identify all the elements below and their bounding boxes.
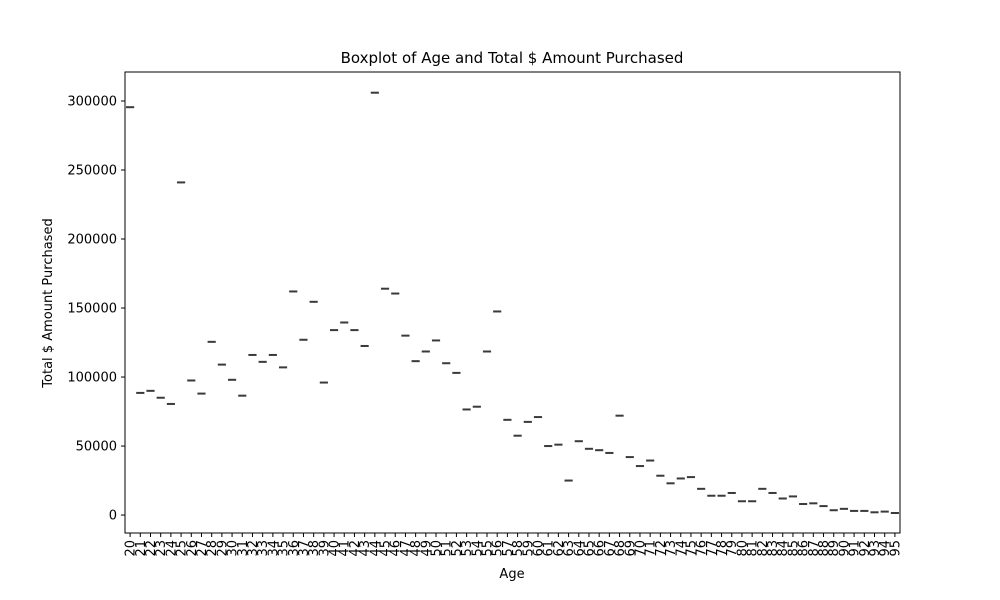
x-tick-label: 93 <box>868 540 883 557</box>
boxes-group <box>126 91 899 514</box>
x-tick-label: 82 <box>756 540 771 557</box>
y-tick-label: 50000 <box>76 440 117 455</box>
x-tick-label: 41 <box>338 540 353 557</box>
x-tick-label: 95 <box>888 540 903 557</box>
y-axis-label: Total $ Amount Purchased <box>41 218 56 388</box>
x-tick-label: 72 <box>654 540 669 557</box>
x-tick-label: 31 <box>236 540 251 557</box>
x-tick-label: 21 <box>134 540 149 557</box>
x-tick-label: 46 <box>389 540 404 557</box>
chart-title: Boxplot of Age and Total $ Amount Purcha… <box>341 49 684 67</box>
x-tick-label: 67 <box>603 540 618 557</box>
x-tick-label: 80 <box>735 540 750 557</box>
x-tick-label: 61 <box>542 540 557 557</box>
x-tick-label: 26 <box>185 540 200 557</box>
x-tick-label: 70 <box>633 540 648 557</box>
x-axis-label: Age <box>499 567 524 582</box>
x-tick-label: 37 <box>297 540 312 557</box>
x-tick-label: 35 <box>277 540 292 557</box>
x-tick-label: 38 <box>307 540 322 557</box>
x-tick-label: 73 <box>664 540 679 557</box>
x-tick-label: 68 <box>613 540 628 557</box>
x-tick-label: 65 <box>582 540 597 557</box>
x-tick-label: 59 <box>521 540 536 557</box>
x-tick-label: 28 <box>205 540 220 557</box>
y-tick-label: 200000 <box>67 233 117 248</box>
x-tick-label: 92 <box>858 540 873 557</box>
x-tick-label: 22 <box>144 540 159 557</box>
x-tick-label: 44 <box>368 540 383 557</box>
x-tick-label: 27 <box>195 540 210 557</box>
x-tick-label: 81 <box>746 540 761 557</box>
x-tick-label: 34 <box>266 540 281 557</box>
x-tick-label: 88 <box>817 540 832 557</box>
x-tick-label: 51 <box>440 540 455 557</box>
x-tick-label: 58 <box>511 540 526 557</box>
x-tick-label: 90 <box>837 540 852 557</box>
x-tick-label: 29 <box>215 540 230 557</box>
y-axis-ticks: 0 50000 100000 150000 200000 250000 300000 <box>67 94 125 524</box>
x-tick-label: 89 <box>827 540 842 557</box>
x-tick-label: 76 <box>695 540 710 557</box>
x-tick-label: 62 <box>552 540 567 557</box>
x-tick-label: 64 <box>572 540 587 557</box>
x-tick-label: 57 <box>501 540 516 557</box>
plot-frame <box>124 71 901 534</box>
y-tick-label: 150000 <box>67 302 117 317</box>
x-tick-label: 55 <box>481 540 496 557</box>
x-tick-label: 24 <box>164 540 179 557</box>
x-tick-label: 56 <box>491 540 506 557</box>
x-tick-label: 79 <box>725 540 740 557</box>
x-tick-label: 78 <box>715 540 730 557</box>
x-tick-label: 74 <box>674 540 689 557</box>
x-tick-label: 54 <box>470 540 485 557</box>
x-tick-label: 75 <box>684 540 699 557</box>
x-tick-label: 86 <box>797 540 812 557</box>
x-tick-label: 20 <box>124 540 139 557</box>
x-tick-label: 25 <box>175 540 190 557</box>
x-tick-label: 91 <box>848 540 863 557</box>
x-axis-ticks: 2021222324252627282930313233343536373839… <box>124 533 903 557</box>
x-tick-label: 85 <box>786 540 801 557</box>
x-tick-label: 39 <box>317 540 332 557</box>
x-tick-label: 48 <box>409 540 424 557</box>
x-tick-label: 83 <box>766 540 781 557</box>
x-tick-label: 77 <box>705 540 720 557</box>
x-tick-label: 94 <box>878 540 893 557</box>
x-tick-label: 43 <box>358 540 373 557</box>
x-tick-label: 84 <box>776 540 791 557</box>
x-tick-label: 53 <box>460 540 475 557</box>
x-tick-label: 69 <box>623 540 638 557</box>
x-tick-label: 33 <box>256 540 271 557</box>
x-tick-label: 40 <box>328 540 343 557</box>
x-tick-label: 60 <box>531 540 546 557</box>
y-tick-label: 250000 <box>67 163 117 178</box>
x-tick-label: 36 <box>287 540 302 557</box>
x-tick-label: 32 <box>246 540 261 557</box>
x-tick-label: 52 <box>450 540 465 557</box>
y-tick-label: 100000 <box>67 371 117 386</box>
y-tick-label: 300000 <box>67 94 117 109</box>
x-tick-label: 45 <box>379 540 394 557</box>
x-tick-label: 42 <box>348 540 363 557</box>
x-tick-label: 87 <box>807 540 822 557</box>
x-tick-label: 71 <box>644 540 659 557</box>
x-tick-label: 50 <box>430 540 445 557</box>
x-tick-label: 30 <box>226 540 241 557</box>
x-tick-label: 63 <box>562 540 577 557</box>
y-tick-label: 0 <box>109 509 117 524</box>
x-tick-label: 47 <box>399 540 414 557</box>
x-tick-label: 23 <box>154 540 169 557</box>
x-tick-label: 66 <box>593 540 608 557</box>
x-tick-label: 49 <box>419 540 434 557</box>
